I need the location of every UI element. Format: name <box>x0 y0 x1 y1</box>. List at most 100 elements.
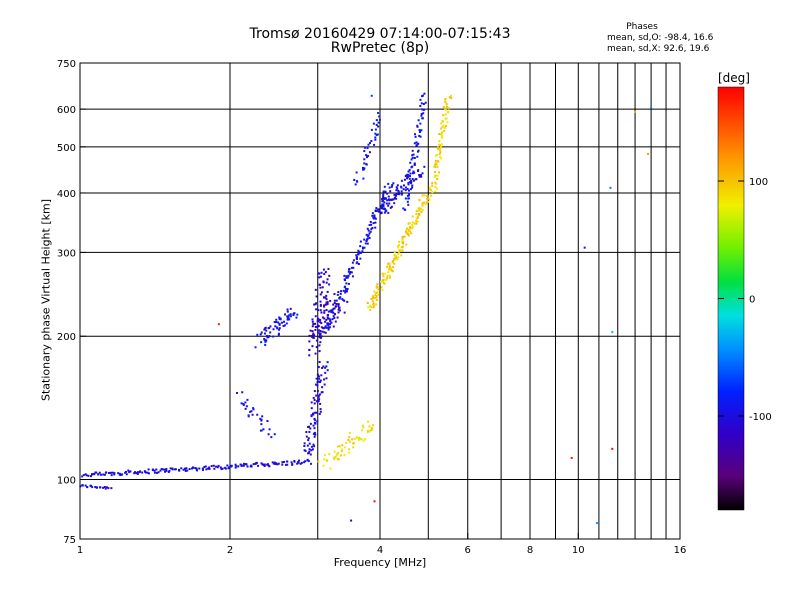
data-point <box>303 442 306 445</box>
data-point <box>311 325 314 328</box>
data-point <box>418 129 421 132</box>
data-point <box>447 110 450 113</box>
data-point <box>406 177 409 180</box>
data-point <box>319 336 322 339</box>
data-point <box>408 221 411 224</box>
data-point <box>260 429 263 432</box>
data-point <box>333 456 336 459</box>
data-point <box>390 198 393 201</box>
data-point <box>308 340 311 343</box>
data-point <box>313 334 316 337</box>
data-point <box>369 142 372 145</box>
data-point <box>345 275 348 278</box>
data-point <box>207 467 210 470</box>
data-point <box>264 340 267 343</box>
y-tick-label: 500 <box>57 143 76 154</box>
data-point <box>415 212 418 215</box>
data-point <box>357 262 360 265</box>
data-point <box>397 189 400 192</box>
data-point <box>363 167 366 170</box>
data-point <box>310 445 313 448</box>
data-point <box>367 420 370 423</box>
data-point <box>394 197 397 200</box>
data-point <box>323 311 326 314</box>
data-point <box>266 420 269 423</box>
data-point <box>133 472 136 475</box>
data-point <box>407 189 410 192</box>
data-point <box>384 278 387 281</box>
data-point <box>317 366 320 369</box>
grid-layer <box>80 63 680 539</box>
data-point <box>298 459 301 462</box>
data-point <box>314 419 317 422</box>
data-point <box>445 105 448 108</box>
data-point <box>163 468 166 471</box>
data-point <box>310 407 313 410</box>
data-point <box>191 467 194 470</box>
data-point <box>413 179 416 182</box>
data-point <box>316 320 319 323</box>
data-point <box>312 323 315 326</box>
data-point <box>304 460 307 463</box>
data-point <box>317 394 320 397</box>
data-point <box>265 334 268 337</box>
data-point <box>274 325 277 328</box>
data-point <box>359 240 362 243</box>
data-point <box>245 463 248 466</box>
data-point <box>240 464 243 467</box>
colorbar-ticks-layer: 100 0 -100 <box>718 177 772 423</box>
data-point <box>317 460 320 463</box>
data-point <box>182 468 185 471</box>
x-tick-label: 10 <box>572 545 585 556</box>
data-point <box>263 463 266 466</box>
data-point <box>419 208 422 211</box>
data-point <box>417 149 420 152</box>
data-point <box>384 197 387 200</box>
data-point <box>310 449 313 452</box>
data-point <box>119 474 122 477</box>
data-point <box>259 417 262 420</box>
data-point <box>409 161 412 164</box>
data-point <box>406 200 409 203</box>
data-point <box>312 332 315 335</box>
data-point <box>442 106 445 109</box>
data-point <box>295 316 298 319</box>
data-point <box>398 244 401 247</box>
data-point <box>169 467 172 470</box>
data-point <box>439 127 442 130</box>
data-point <box>387 271 390 274</box>
data-point <box>418 209 421 212</box>
data-point <box>411 165 414 168</box>
data-point <box>287 316 290 319</box>
data-point <box>411 225 414 228</box>
data-point <box>419 98 422 101</box>
data-point <box>275 318 278 321</box>
data-point <box>373 143 376 146</box>
data-point <box>405 229 408 232</box>
data-point <box>246 465 249 468</box>
data-point <box>306 458 309 461</box>
data-point <box>107 487 110 490</box>
data-point <box>357 249 360 252</box>
data-point <box>306 444 309 447</box>
data-point <box>286 460 289 463</box>
data-point <box>326 361 329 364</box>
data-point <box>284 313 287 316</box>
data-point <box>286 463 289 466</box>
data-point <box>355 436 358 439</box>
data-point <box>411 172 414 175</box>
data-point <box>396 246 399 249</box>
data-point <box>347 274 350 277</box>
data-points-layer <box>79 92 653 525</box>
data-point <box>98 471 101 474</box>
data-point <box>242 464 245 467</box>
data-point <box>322 365 325 368</box>
data-point <box>351 438 354 441</box>
data-point <box>110 474 113 477</box>
data-point <box>388 268 391 271</box>
data-point <box>307 452 310 455</box>
y-tick-label: 300 <box>57 248 76 259</box>
data-point <box>319 286 322 289</box>
data-point <box>109 471 112 474</box>
data-point <box>333 301 336 304</box>
